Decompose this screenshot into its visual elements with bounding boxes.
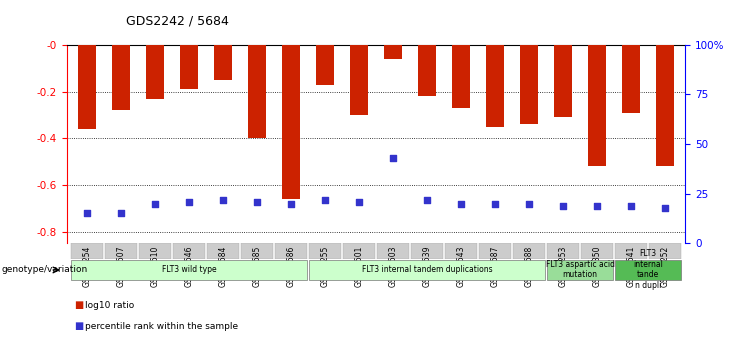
Point (285, 201, 297, 206)
Text: GSM48539: GSM48539 (422, 246, 431, 287)
Text: GDS2242 / 5684: GDS2242 / 5684 (126, 14, 229, 28)
Point (217, 197, 229, 203)
Point (557, 203, 569, 208)
Bar (309, 243, 342, 259)
Bar (78, 45, 96, 129)
Text: GSM48510: GSM48510 (150, 246, 159, 287)
Bar (316, 45, 334, 85)
Bar (146, 45, 165, 99)
Bar (445, 243, 477, 259)
Text: GSM48587: GSM48587 (491, 246, 499, 287)
Bar (479, 243, 511, 259)
Bar (241, 243, 273, 259)
Bar (350, 45, 368, 115)
Text: ■: ■ (74, 300, 83, 310)
Bar (547, 260, 614, 280)
Point (455, 201, 467, 206)
Point (183, 199, 195, 204)
Bar (213, 45, 233, 80)
Bar (207, 243, 239, 259)
Text: FLT3 internal tandem duplications: FLT3 internal tandem duplications (362, 265, 492, 274)
Bar (615, 243, 648, 259)
Point (115, 211, 127, 216)
Bar (104, 243, 137, 259)
Bar (418, 45, 436, 96)
Bar (588, 45, 606, 166)
Point (625, 203, 637, 208)
Text: GSM48503: GSM48503 (388, 246, 398, 287)
Bar (247, 45, 267, 138)
Bar (180, 45, 199, 89)
Bar (622, 45, 640, 112)
Bar (554, 45, 572, 117)
Bar (71, 243, 104, 259)
Point (319, 197, 331, 203)
Point (353, 199, 365, 204)
Text: GSM48253: GSM48253 (559, 246, 568, 287)
Point (387, 155, 399, 161)
Bar (343, 243, 376, 259)
Text: GSM48501: GSM48501 (354, 246, 364, 287)
Text: GSM48546: GSM48546 (185, 246, 193, 287)
Bar (173, 243, 205, 259)
Bar (275, 243, 308, 259)
Text: GSM48588: GSM48588 (525, 246, 534, 287)
Bar (519, 45, 539, 124)
Text: ■: ■ (74, 321, 83, 331)
Text: log10 ratio: log10 ratio (85, 301, 134, 310)
Bar (452, 45, 471, 108)
Point (82, 211, 93, 216)
Point (251, 199, 263, 204)
Bar (309, 260, 545, 280)
Text: percentile rank within the sample: percentile rank within the sample (85, 322, 239, 331)
Point (489, 201, 501, 206)
Bar (648, 243, 681, 259)
Bar (411, 243, 443, 259)
Point (421, 197, 433, 203)
Point (591, 203, 603, 208)
Point (659, 205, 671, 210)
Text: FLT3
internal
tande
n dupli: FLT3 internal tande n dupli (633, 249, 663, 289)
Text: GSM48586: GSM48586 (287, 246, 296, 287)
Bar (547, 243, 579, 259)
Text: FLT3 aspartic acid
mutation: FLT3 aspartic acid mutation (545, 260, 614, 279)
Bar (656, 45, 674, 166)
Text: GSM48541: GSM48541 (627, 246, 636, 287)
Bar (581, 243, 614, 259)
Text: GSM48543: GSM48543 (456, 246, 465, 287)
Point (523, 201, 535, 206)
Bar (485, 45, 505, 127)
Bar (384, 45, 402, 59)
Bar (112, 45, 130, 110)
Text: genotype/variation: genotype/variation (1, 265, 87, 275)
Text: FLT3 wild type: FLT3 wild type (162, 265, 216, 274)
Text: GSM48350: GSM48350 (593, 246, 602, 287)
Text: GSM48252: GSM48252 (660, 246, 670, 287)
Point (149, 201, 161, 206)
Text: GSM48507: GSM48507 (116, 246, 125, 287)
Text: GSM48254: GSM48254 (82, 246, 92, 287)
Bar (615, 260, 681, 280)
Text: GSM48585: GSM48585 (253, 246, 262, 287)
Text: GSM48255: GSM48255 (321, 246, 330, 287)
Bar (513, 243, 545, 259)
Bar (71, 260, 308, 280)
Bar (139, 243, 171, 259)
Text: GSM48584: GSM48584 (219, 246, 227, 287)
Bar (282, 45, 300, 199)
Bar (376, 243, 409, 259)
